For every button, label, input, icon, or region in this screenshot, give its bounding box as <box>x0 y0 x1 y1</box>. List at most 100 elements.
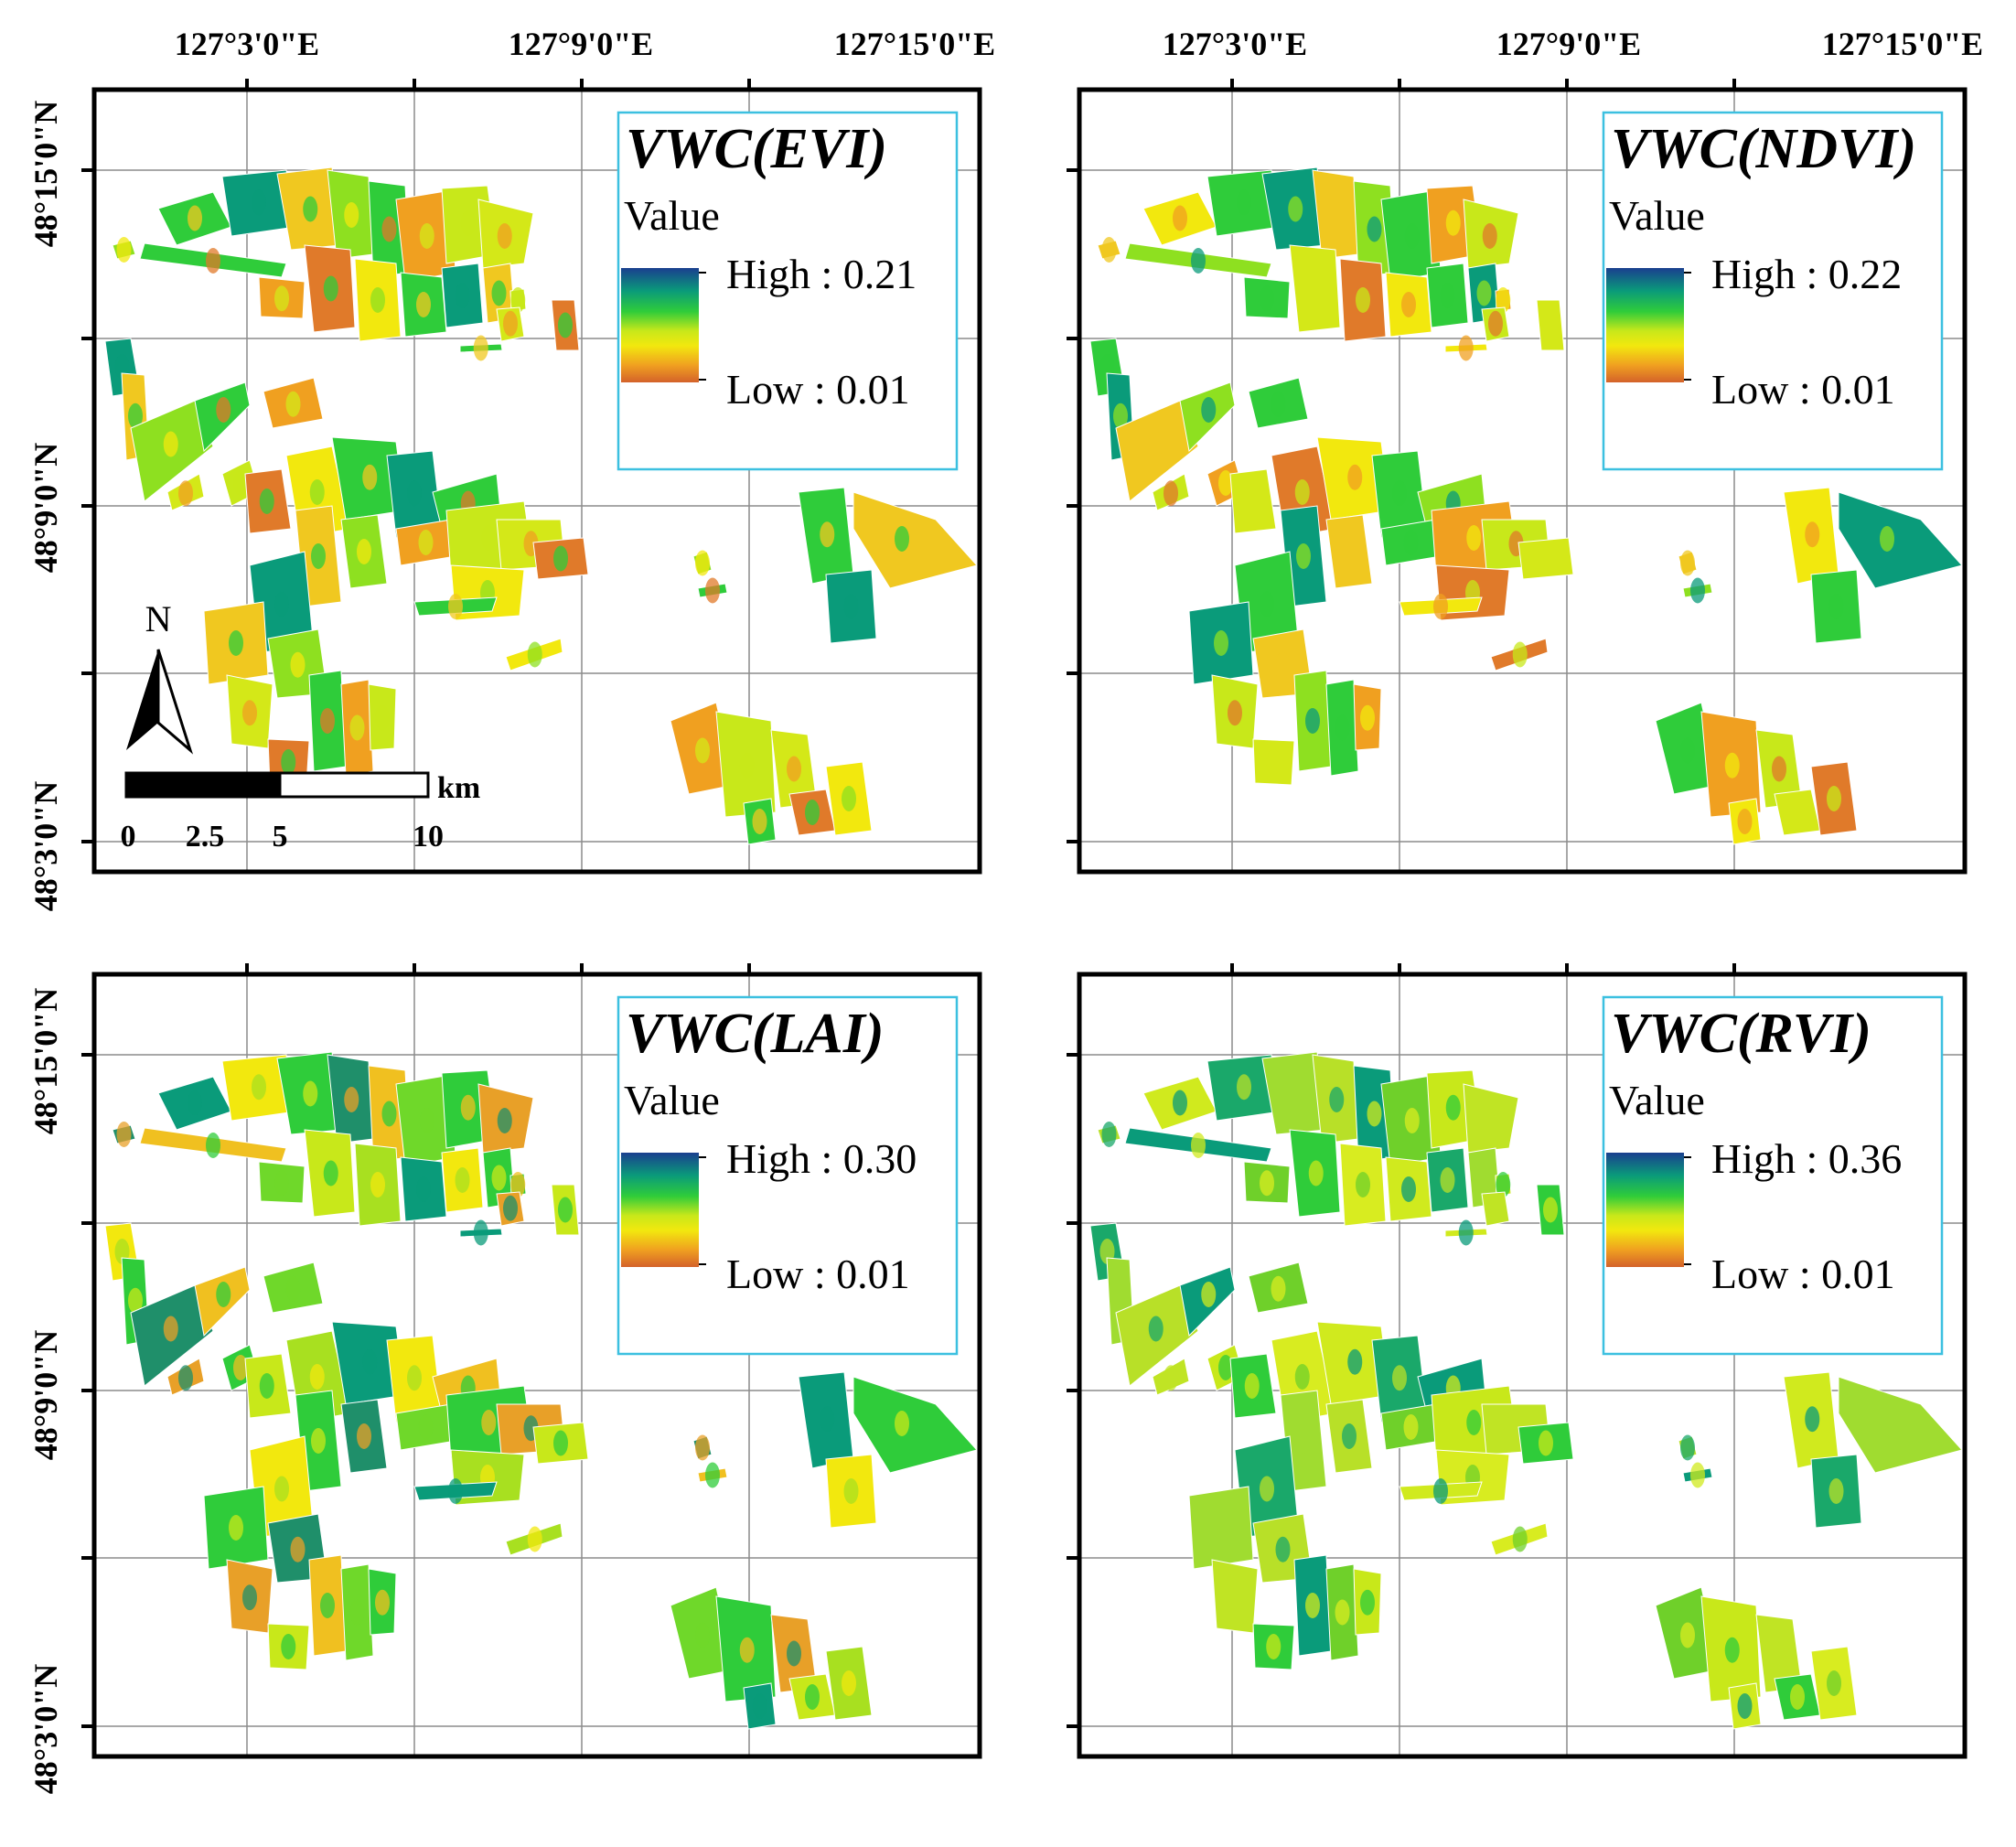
scale-tick-2: 5 <box>273 820 288 854</box>
lon-label-left-1: 127°3'0"E <box>175 26 319 62</box>
field-texture <box>473 1219 488 1246</box>
field-texture <box>1367 1101 1382 1127</box>
field-texture <box>842 1670 856 1696</box>
field-texture <box>1404 1108 1420 1133</box>
legend-low-label: Low : 0.01 <box>726 366 910 413</box>
field-texture <box>1148 431 1163 457</box>
field-texture <box>1724 752 1740 779</box>
color-ramp <box>621 268 699 382</box>
field-texture <box>527 641 542 668</box>
field-texture <box>128 403 143 429</box>
field-texture <box>1191 1133 1206 1158</box>
lon-label-right-2: 127°9'0"E <box>1496 26 1641 62</box>
field-texture <box>1512 641 1528 668</box>
field-texture <box>1772 756 1786 782</box>
field-texture <box>274 591 289 617</box>
scale-unit: km <box>437 771 480 805</box>
field-texture <box>416 1176 431 1202</box>
legend-title: VWC(RVI) <box>1611 1003 1871 1065</box>
map-frame <box>91 87 982 875</box>
legend-heading: Value <box>624 1077 720 1123</box>
field-texture <box>1335 1599 1350 1626</box>
field-texture <box>1347 464 1363 490</box>
field-texture <box>242 700 257 726</box>
field-texture <box>527 1526 542 1552</box>
field-texture <box>128 1287 143 1314</box>
color-ramp <box>1606 268 1684 382</box>
field-texture <box>188 1090 202 1116</box>
legend-low-label: Low : 0.01 <box>1711 1251 1895 1297</box>
field-texture <box>1827 1670 1841 1696</box>
field-texture <box>418 530 434 555</box>
legend-heading: Value <box>1609 1077 1705 1123</box>
field-texture <box>1790 1684 1805 1710</box>
lon-label-right-1: 127°3'0"E <box>1163 26 1307 62</box>
legend-title: VWC(NDVI) <box>1611 118 1916 180</box>
scale-tick-0: 0 <box>121 820 136 854</box>
field-texture <box>1228 1584 1242 1611</box>
field-texture <box>206 1133 220 1158</box>
north-arrow-label: N <box>145 598 172 639</box>
field-texture <box>1805 1406 1820 1433</box>
field-texture <box>1288 1080 1303 1107</box>
map-frame <box>1077 87 1968 875</box>
lat-label-bottom-3: 48°3'0"N <box>27 1664 64 1794</box>
field-texture <box>843 594 859 619</box>
field-texture <box>1288 196 1303 222</box>
field-texture <box>281 749 296 775</box>
field-texture <box>281 1634 296 1659</box>
field-texture <box>349 1599 365 1626</box>
field-texture <box>481 525 497 551</box>
field-texture <box>805 800 820 825</box>
field-texture <box>419 223 434 249</box>
field-texture <box>843 1478 859 1504</box>
field-texture <box>503 1195 518 1221</box>
field-texture <box>1440 283 1455 308</box>
field-texture <box>1458 335 1474 361</box>
field-texture <box>320 708 335 734</box>
field-texture <box>1271 391 1286 417</box>
field-texture <box>1296 1428 1311 1454</box>
field-texture <box>752 1693 767 1719</box>
legend-high-label: High : 0.36 <box>1711 1135 1902 1182</box>
field-texture <box>311 1428 326 1454</box>
field-texture <box>1244 489 1260 514</box>
field-texture <box>1308 275 1324 302</box>
field-texture <box>357 539 371 564</box>
field-texture <box>285 1275 301 1302</box>
field-texture <box>739 752 755 779</box>
field-texture <box>1244 1373 1260 1399</box>
field-texture <box>1163 480 1178 507</box>
field-texture <box>1275 651 1291 678</box>
field-texture <box>116 237 132 263</box>
lon-label-left-2: 127°9'0"E <box>509 26 653 62</box>
lat-label-top-2: 48°9'0"N <box>27 443 64 573</box>
field-texture <box>1101 1122 1117 1147</box>
field-texture <box>510 1172 526 1197</box>
field-texture <box>163 431 178 457</box>
field-texture <box>1482 223 1497 249</box>
field-texture <box>1214 630 1228 656</box>
north-arrow: N <box>126 598 194 755</box>
legend-high-label: High : 0.30 <box>726 1135 917 1182</box>
field-texture <box>229 630 243 656</box>
field-texture <box>1445 209 1461 236</box>
field-texture <box>290 651 306 678</box>
field-texture <box>370 287 385 313</box>
field-texture <box>381 1101 397 1127</box>
legend-high-label: High : 0.22 <box>1711 251 1902 297</box>
map-frame <box>91 972 982 1759</box>
field-texture <box>320 1593 335 1618</box>
field-texture <box>510 287 526 313</box>
field-texture <box>1488 1195 1503 1221</box>
field-texture <box>1356 1172 1370 1197</box>
field-texture <box>1296 543 1311 569</box>
field-texture <box>1360 1589 1375 1616</box>
field-texture <box>1690 577 1705 604</box>
field-texture <box>1539 1430 1553 1456</box>
field-texture <box>1539 545 1553 572</box>
field-texture <box>695 550 710 576</box>
field-texture <box>1148 1315 1163 1342</box>
